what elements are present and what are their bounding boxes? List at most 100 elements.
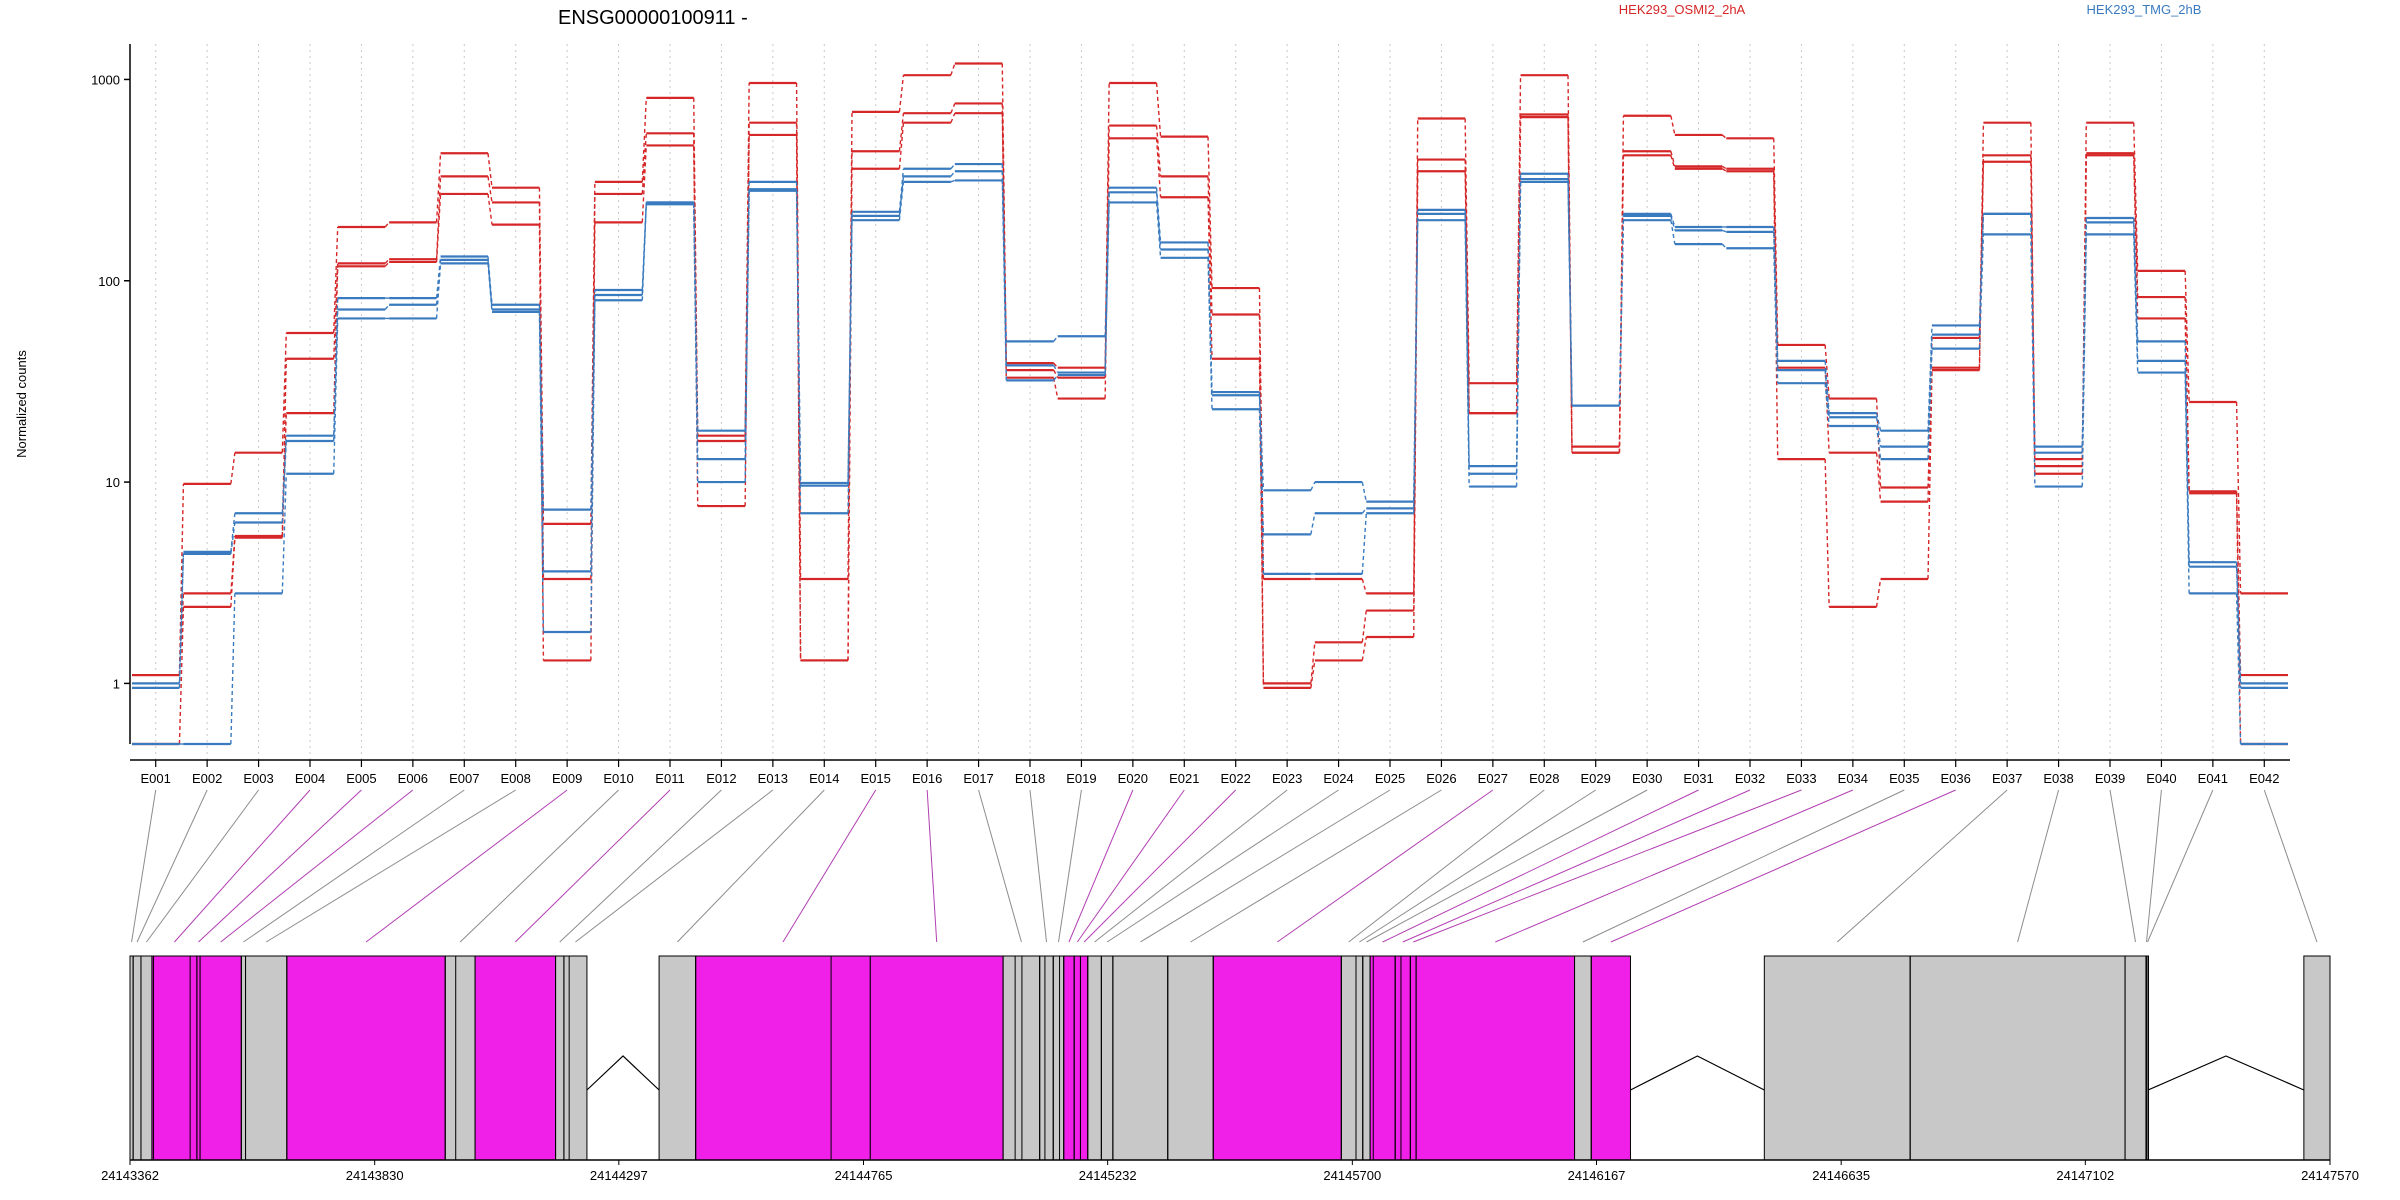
series-connector: [950, 163, 956, 170]
series-connector: [950, 103, 956, 114]
exon-bin-e035: [1574, 955, 1592, 1161]
series-connector: [1978, 213, 1985, 335]
connector-e012: [559, 789, 722, 943]
connector-e019: [1058, 789, 1082, 943]
x-tick-label-e022: E022: [1221, 771, 1251, 786]
connector-e035: [1582, 789, 1905, 943]
x-tick-label-e034: E034: [1838, 771, 1868, 786]
series-connector: [795, 190, 802, 514]
series-connector: [1824, 344, 1830, 399]
series-connector: [950, 179, 956, 183]
connector-e007: [243, 789, 465, 943]
series-connector: [1773, 168, 1779, 368]
connector-e039: [2109, 789, 2137, 943]
connector-e017: [978, 789, 1022, 943]
legend-label-osmi2: HEK293_OSMI2_2hA: [1619, 2, 1746, 17]
series-connector: [1515, 181, 1522, 487]
connector-e011: [514, 789, 671, 943]
gene-model: [129, 955, 2331, 1161]
connector-e003: [146, 789, 259, 943]
series-connector: [2133, 234, 2139, 373]
x-tick-label-e037: E037: [1992, 771, 2022, 786]
y-axis-label: Normalized counts: [14, 350, 29, 458]
x-tick-label-e018: E018: [1015, 771, 1045, 786]
series-layer: [132, 62, 2288, 746]
series-connector: [384, 258, 390, 264]
x-tick-label-e027: E027: [1478, 771, 1508, 786]
series-connector: [2133, 155, 2139, 319]
series-connector: [1722, 229, 1727, 233]
series-connector: [1053, 377, 1059, 399]
series-connector: [590, 289, 596, 510]
series-connector: [693, 204, 699, 483]
exon-bin-e013: [563, 955, 588, 1161]
x-tick-label-e019: E019: [1066, 771, 1096, 786]
series-connector: [435, 263, 442, 319]
series-connector: [1875, 425, 1882, 460]
exon-bin-e038: [1909, 955, 2126, 1161]
x-tick-label-e026: E026: [1426, 771, 1456, 786]
y-tick-label: 1000: [91, 72, 120, 87]
x-tick-label-e032: E032: [1735, 771, 1765, 786]
series-connector: [1258, 358, 1265, 688]
series-connector: [1824, 360, 1830, 414]
series-connector: [1207, 257, 1213, 410]
x-tick-label-e024: E024: [1323, 771, 1353, 786]
series-connector: [1361, 610, 1367, 643]
series-connector: [1824, 459, 1830, 607]
series-connector: [1670, 155, 1676, 169]
series-connector: [1053, 374, 1059, 381]
exon-bin-e023: [1087, 955, 1102, 1161]
x-tick-label-e031: E031: [1683, 771, 1713, 786]
coordinate-tick-label: 24143830: [346, 1168, 404, 1183]
series-connector: [1155, 138, 1162, 198]
exon-bin-e028: [1340, 955, 1357, 1161]
series-connector: [2235, 566, 2242, 688]
exon-bin-e010: [444, 955, 476, 1161]
legend-label-tmg: HEK293_TMG_2hB: [2087, 2, 2202, 17]
connector-e001: [131, 789, 157, 943]
genomic-coordinate-axis: 24143362 24143830 24144297 24144765 24145232…: [101, 1159, 2359, 1183]
series-connector: [333, 226, 339, 334]
bin-connectors: [131, 789, 2318, 943]
connector-e022: [1083, 789, 1237, 943]
x-tick-label-e004: E004: [295, 771, 325, 786]
connector-e031: [1382, 789, 1699, 943]
series-connector: [1413, 213, 1419, 509]
x-tick-label-e002: E002: [192, 771, 222, 786]
x-tick-label-e021: E021: [1169, 771, 1199, 786]
x-tick-label-e008: E008: [501, 771, 531, 786]
series-connector: [641, 202, 647, 296]
series-connector: [2030, 234, 2036, 487]
y-tick-label: 100: [98, 274, 120, 289]
series-connector: [898, 75, 905, 112]
coordinate-tick-label: 24143362: [101, 1168, 159, 1183]
exon-bin-e037: [1763, 955, 1911, 1161]
series-connector: [1464, 220, 1470, 487]
series-connector: [1361, 578, 1367, 594]
intron-line: [2147, 1055, 2305, 1091]
series-connector: [1155, 82, 1162, 137]
connector-e040: [2145, 789, 2162, 943]
series-connector: [1721, 165, 1727, 170]
series-connector: [487, 263, 493, 313]
x-tick-label-e023: E023: [1272, 771, 1302, 786]
series-5: [132, 179, 2288, 746]
exon-bin-e002: [132, 955, 142, 1161]
axis-layer: [129, 44, 2290, 761]
exon-bin-e007: [240, 955, 247, 1161]
coordinate-tick-label: 24146167: [1568, 1168, 1626, 1183]
x-tick-label-e003: E003: [243, 771, 273, 786]
x-tick-label-e013: E013: [758, 771, 788, 786]
x-tick-label-e029: E029: [1581, 771, 1611, 786]
series-connector: [1670, 151, 1676, 167]
series-connector: [898, 122, 905, 169]
connector-e010: [459, 789, 619, 943]
connector-e020: [1068, 789, 1134, 943]
exon-bin-e033: [1409, 955, 1417, 1161]
connector-e018: [1029, 789, 1047, 943]
series-connector: [950, 63, 956, 76]
series-connector: [1773, 248, 1779, 384]
exon-bin-e030: [1362, 955, 1371, 1161]
